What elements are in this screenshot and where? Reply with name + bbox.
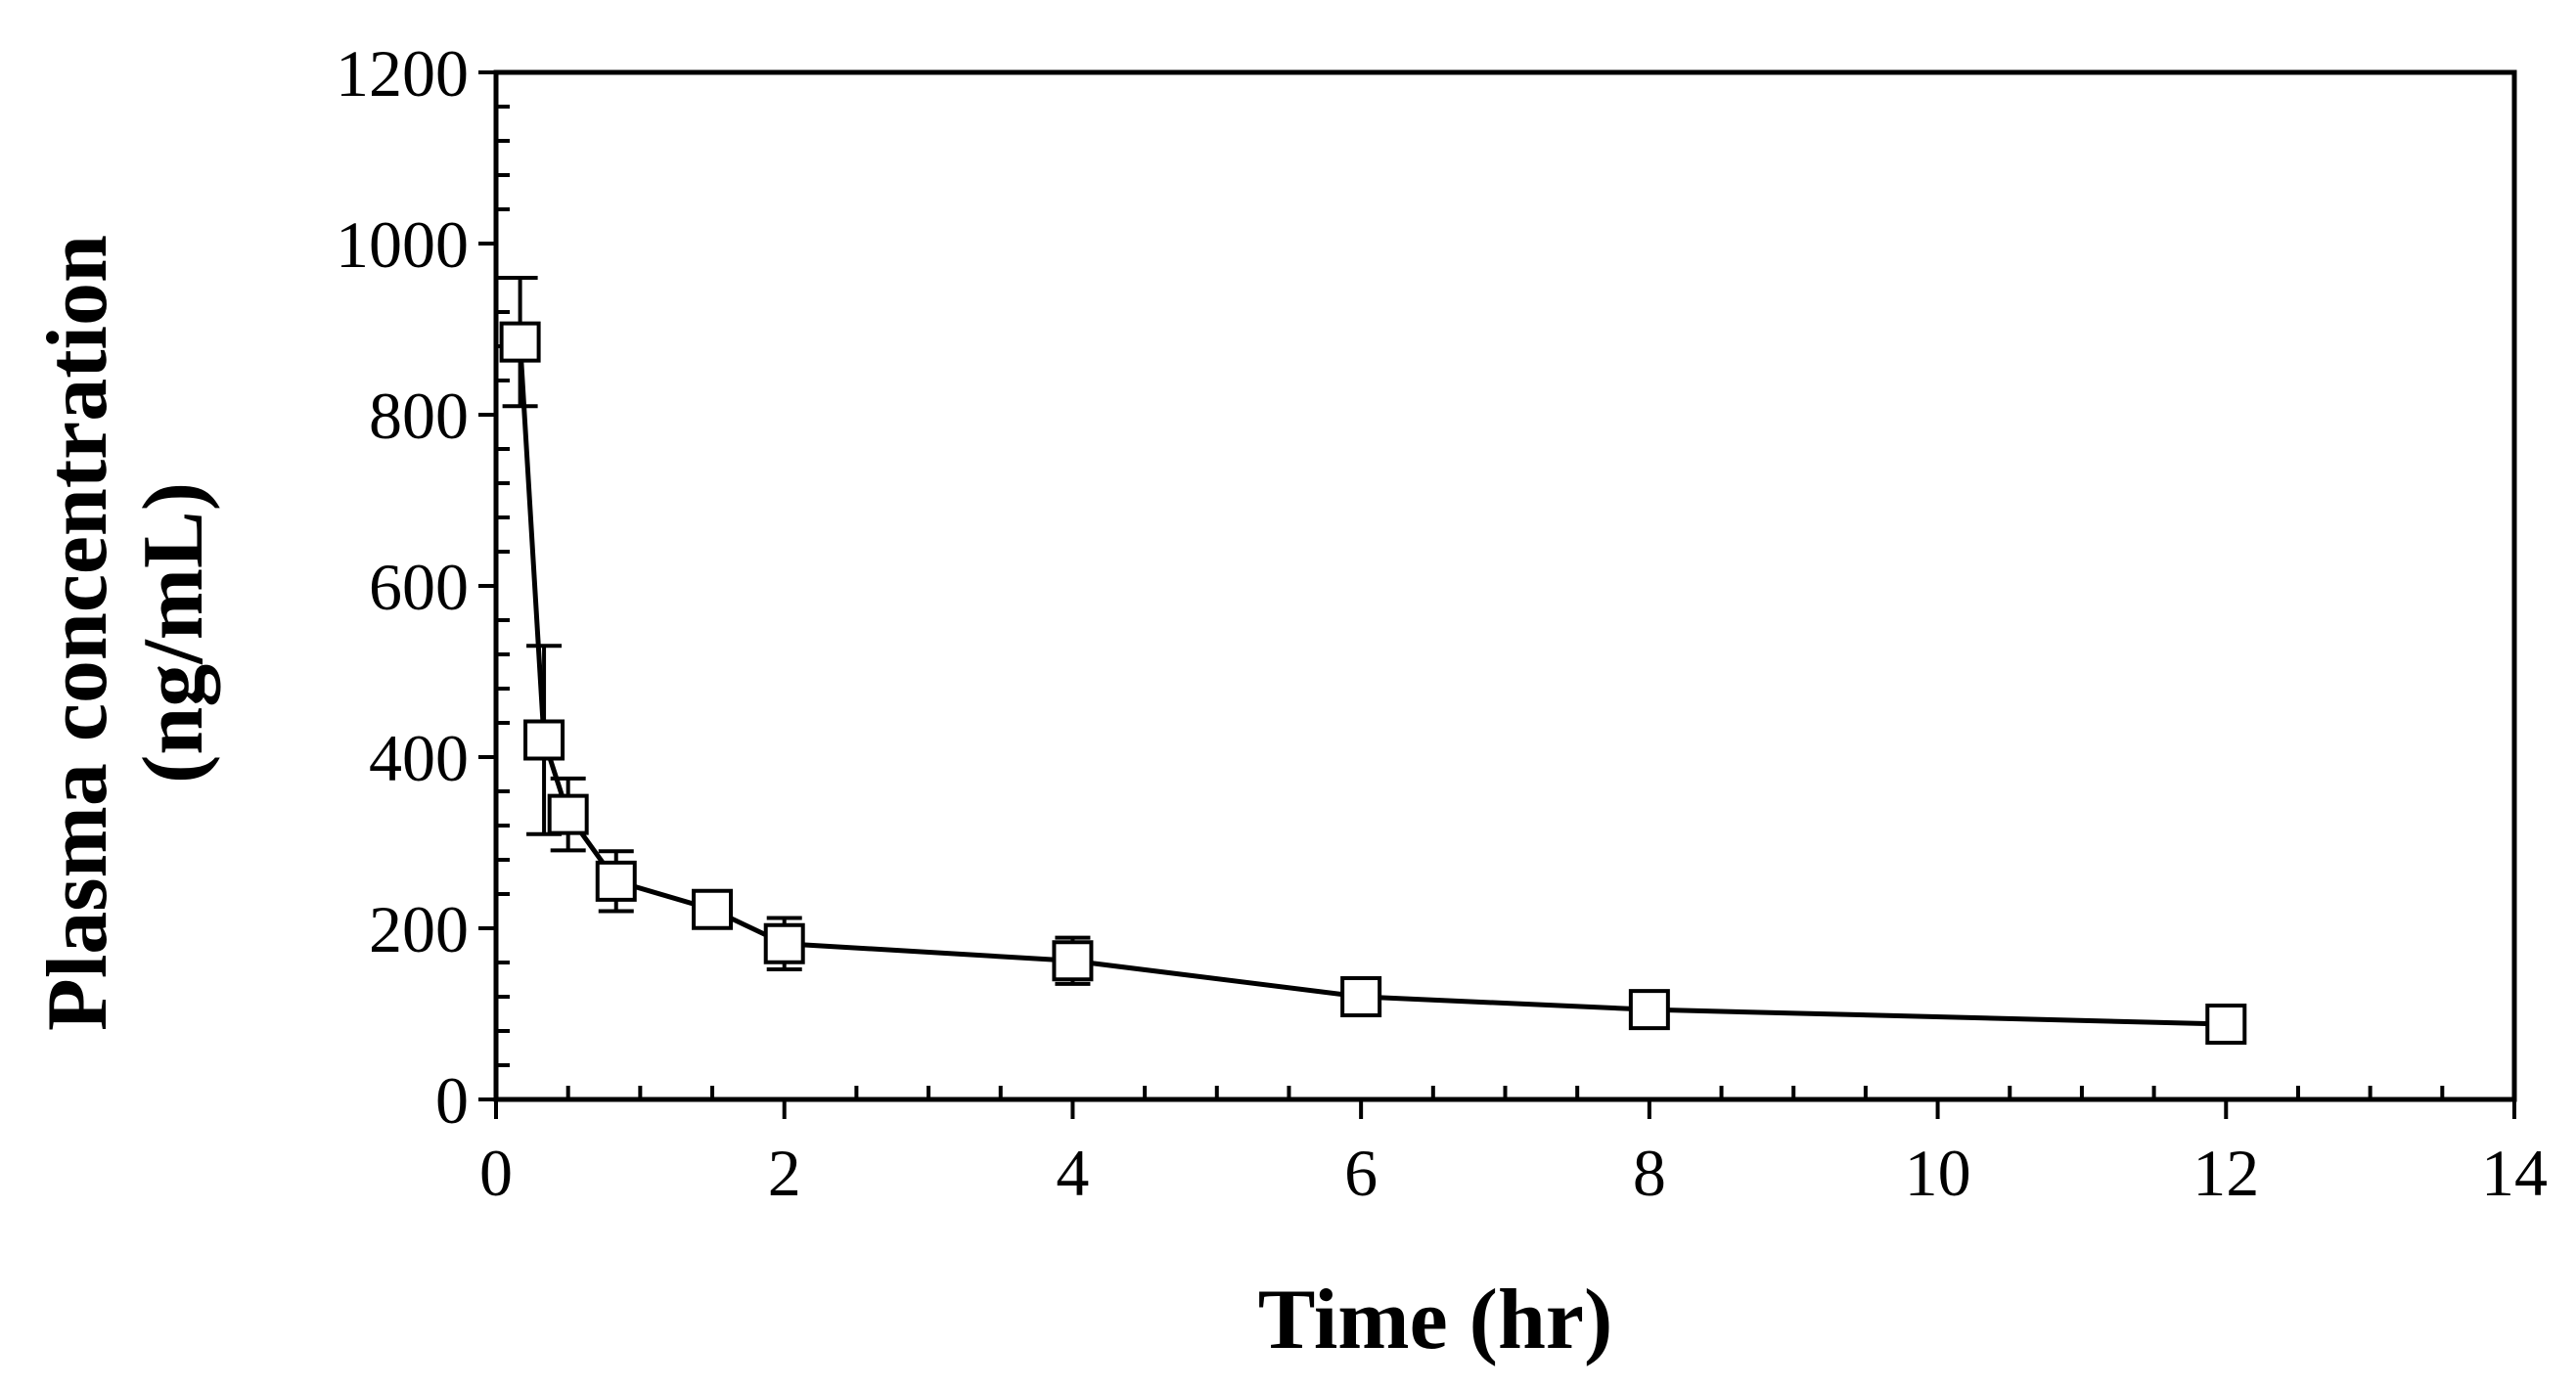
data-point <box>499 321 541 363</box>
y-axis-title-group: Plasma concentration (ng/mL) <box>30 235 221 1031</box>
data-point <box>523 719 565 761</box>
y-tick-label: 0 <box>435 1063 469 1138</box>
data-point <box>2205 1004 2247 1045</box>
x-tick-label: 0 <box>479 1136 513 1210</box>
y-tick-label: 600 <box>369 550 469 624</box>
data-point <box>763 922 805 964</box>
y-tick-label: 1000 <box>336 207 469 282</box>
y-axis-title-line1: Plasma concentration <box>30 235 125 1031</box>
y-tick-label: 1200 <box>336 36 469 111</box>
x-tick-label: 12 <box>2192 1136 2259 1210</box>
x-tick-label: 10 <box>1905 1136 1971 1210</box>
y-axis-title-line2: (ng/mL) <box>126 482 221 784</box>
x-tick-label: 6 <box>1344 1136 1378 1210</box>
x-tick-label: 8 <box>1633 1136 1666 1210</box>
data-point <box>547 793 589 835</box>
data-point <box>1628 989 1670 1031</box>
data-point <box>1052 940 1094 982</box>
x-tick-label: 2 <box>768 1136 801 1210</box>
plot-area: 0 200 400 600 800 1000 1200 0 2 4 6 8 10 12 14 <box>336 36 2548 1210</box>
y-tick-label: 800 <box>369 379 469 453</box>
x-tick-label: 4 <box>1056 1136 1089 1210</box>
x-axis-title: Time (hr) <box>1258 1273 1613 1367</box>
data-point <box>692 888 734 930</box>
y-tick-label: 400 <box>369 721 469 795</box>
x-tick-label: 14 <box>2481 1136 2548 1210</box>
y-tick-label: 200 <box>369 892 469 966</box>
data-point <box>595 860 637 902</box>
series-line <box>518 341 2227 1027</box>
data-point <box>1340 976 1382 1017</box>
